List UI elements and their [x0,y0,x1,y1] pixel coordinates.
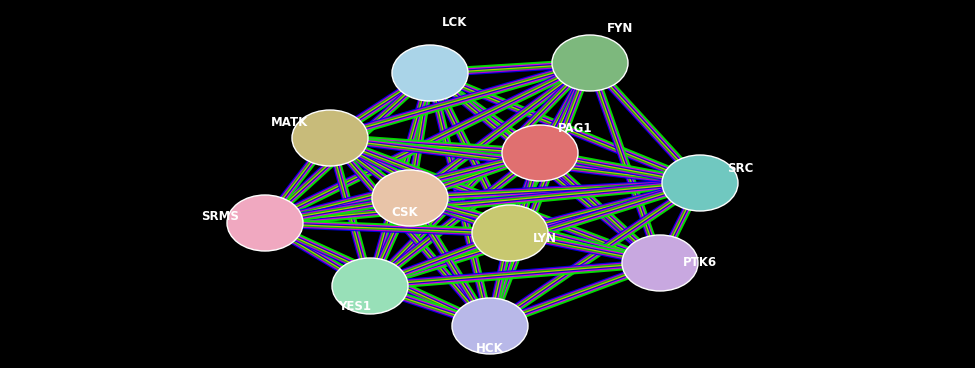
Text: CSK: CSK [392,206,418,219]
Ellipse shape [552,35,628,91]
Text: PAG1: PAG1 [558,121,592,134]
Text: LCK: LCK [443,17,468,29]
Ellipse shape [227,195,303,251]
Text: FYN: FYN [606,21,633,35]
Text: PTK6: PTK6 [682,256,717,269]
Ellipse shape [392,45,468,101]
Text: HCK: HCK [476,342,504,354]
Text: SRMS: SRMS [201,209,239,223]
Ellipse shape [292,110,368,166]
Ellipse shape [332,258,408,314]
Ellipse shape [502,125,578,181]
Text: LYN: LYN [533,231,557,244]
Text: SRC: SRC [726,162,753,174]
Ellipse shape [372,170,448,226]
Text: YES1: YES1 [338,300,371,312]
Ellipse shape [622,235,698,291]
Text: MATK: MATK [271,117,309,130]
Ellipse shape [662,155,738,211]
Ellipse shape [472,205,548,261]
Ellipse shape [452,298,528,354]
